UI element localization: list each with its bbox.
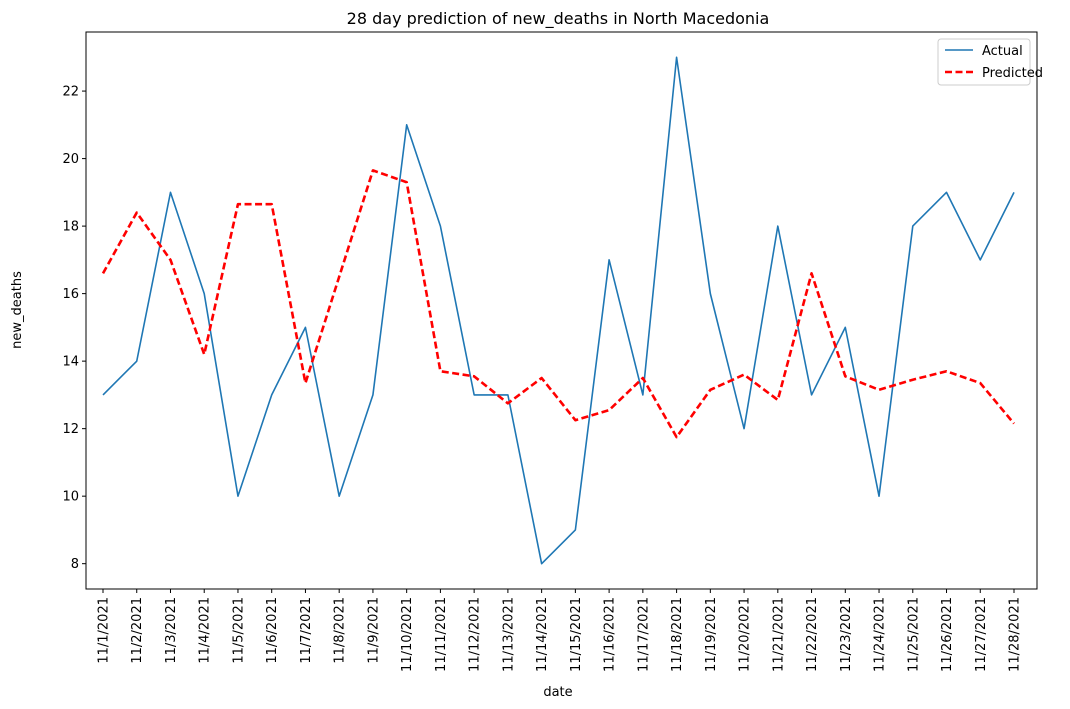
x-tick-label: 11/13/2021 <box>501 597 516 672</box>
x-tick-label: 11/1/2021 <box>97 597 112 664</box>
x-tick-label: 11/6/2021 <box>265 597 280 664</box>
x-tick-label: 11/4/2021 <box>198 597 213 664</box>
x-tick-label: 11/17/2021 <box>636 597 651 672</box>
x-tick-label: 11/26/2021 <box>940 597 955 672</box>
x-tick-label: 11/28/2021 <box>1008 597 1023 672</box>
legend-actual-label: Actual <box>982 44 1023 59</box>
x-tick-label: 11/15/2021 <box>569 597 584 672</box>
plot-area-frame <box>85 31 1038 590</box>
y-tick-label: 8 <box>71 557 79 572</box>
x-tick-label: 11/20/2021 <box>738 597 753 672</box>
x-tick-label: 11/11/2021 <box>434 597 449 672</box>
x-tick-label: 11/5/2021 <box>231 597 246 664</box>
x-tick-label: 11/8/2021 <box>333 597 348 664</box>
y-tick-label: 16 <box>62 287 79 302</box>
x-tick-label: 11/25/2021 <box>906 597 921 672</box>
x-tick-label: 11/18/2021 <box>670 597 685 672</box>
y-tick-label: 10 <box>62 490 79 505</box>
x-tick-label: 11/14/2021 <box>535 597 550 672</box>
x-tick-label: 11/2/2021 <box>130 597 145 664</box>
y-tick-label: 18 <box>62 220 79 235</box>
x-tick-label: 11/3/2021 <box>164 597 179 664</box>
x-tick-label: 11/21/2021 <box>771 597 786 672</box>
plot-lines <box>101 56 1015 565</box>
y-tick-label: 20 <box>62 152 79 167</box>
series-line-predicted <box>101 169 1015 439</box>
y-axis: 8 10 12 14 16 18 20 22 <box>62 85 86 572</box>
x-tick-label: 11/23/2021 <box>839 597 854 672</box>
series-line-actual <box>102 56 1015 565</box>
y-axis-label: new_deaths <box>10 271 25 349</box>
y-tick-label: 14 <box>62 355 79 370</box>
x-tick-label: 11/27/2021 <box>974 597 989 672</box>
x-tick-label: 11/22/2021 <box>805 597 820 672</box>
x-tick-label: 11/10/2021 <box>400 597 415 672</box>
legend: Actual Predicted <box>937 38 1043 86</box>
x-axis: 11/1/2021 11/2/2021 11/3/2021 11/4/2021 11/5… <box>97 589 1023 672</box>
x-tick-label: 11/19/2021 <box>704 597 719 672</box>
chart-title: 28 day prediction of new_deaths in North… <box>347 9 770 29</box>
y-tick-label: 12 <box>62 422 79 437</box>
x-tick-label: 11/7/2021 <box>299 597 314 664</box>
x-tick-label: 11/16/2021 <box>603 597 618 672</box>
x-tick-label: 11/24/2021 <box>873 597 888 672</box>
legend-predicted-label: Predicted <box>982 66 1043 81</box>
y-tick-label: 22 <box>62 85 79 100</box>
x-tick-label: 11/9/2021 <box>366 597 381 664</box>
x-tick-label: 11/12/2021 <box>468 597 483 672</box>
x-axis-label: date <box>543 685 572 700</box>
